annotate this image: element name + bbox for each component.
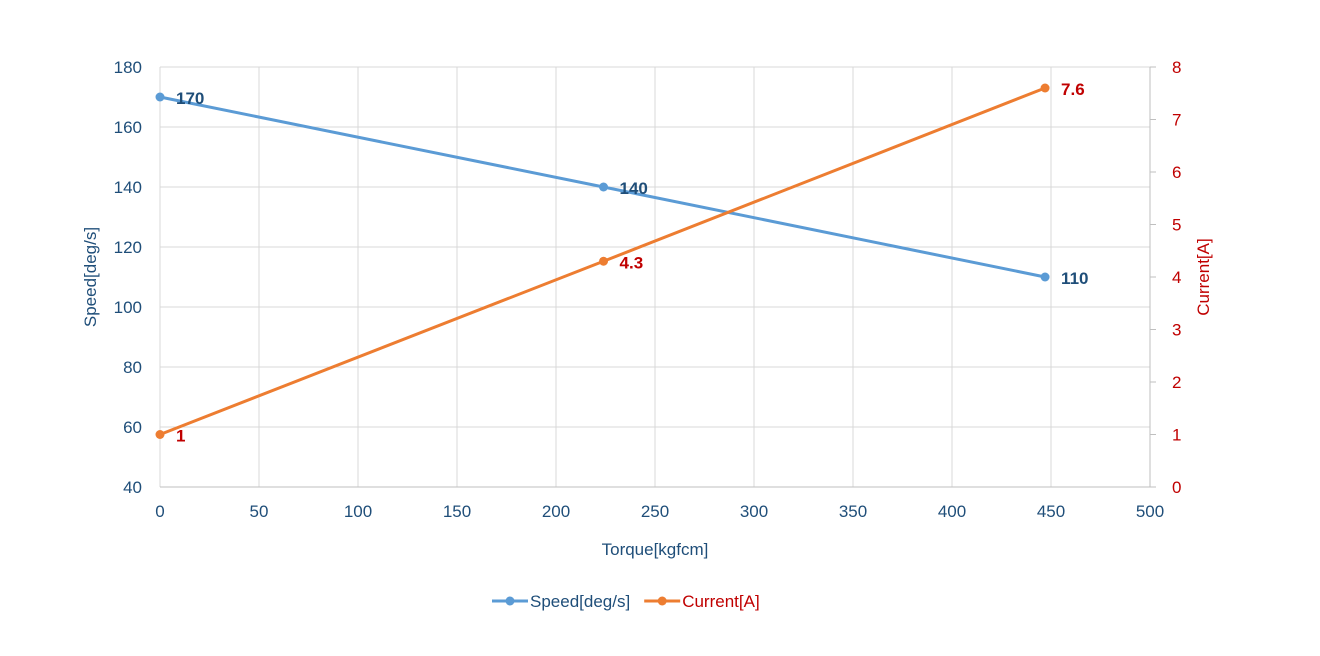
- x-tick-label: 350: [839, 502, 867, 521]
- y-tick-label: 120: [114, 238, 142, 257]
- y-tick-label: 140: [114, 178, 142, 197]
- y2-tick-label: 2: [1172, 373, 1181, 392]
- legend-swatch-marker: [657, 596, 667, 606]
- data-point: [155, 430, 165, 439]
- x-tick-label: 0: [155, 502, 164, 521]
- y2-tick-label: 3: [1172, 321, 1181, 340]
- x-tick-label: 200: [542, 502, 570, 521]
- x-tick-label: 500: [1136, 502, 1164, 521]
- y2-tick-label: 5: [1172, 216, 1181, 235]
- y2-tick-label: 1: [1172, 426, 1181, 445]
- data-point: [1040, 83, 1050, 93]
- data-label: 1: [176, 427, 185, 446]
- y2-axis-title: Current[A]: [1194, 238, 1213, 315]
- y-tick-label: 60: [123, 418, 142, 437]
- data-label: 110: [1061, 269, 1088, 288]
- x-tick-label: 300: [740, 502, 768, 521]
- y2-tick-label: 8: [1172, 58, 1181, 77]
- y2-tick-label: 6: [1172, 163, 1181, 182]
- x-tick-label: 250: [641, 502, 669, 521]
- y-tick-label: 40: [123, 478, 142, 497]
- x-tick-label: 100: [344, 502, 372, 521]
- data-label: 7.6: [1061, 80, 1085, 99]
- x-tick-label: 150: [443, 502, 471, 521]
- legend-label-speed: Speed[deg/s]: [530, 592, 630, 611]
- y-tick-label: 160: [114, 118, 142, 137]
- data-label: 140: [620, 179, 648, 198]
- y-tick-label: 80: [123, 358, 142, 377]
- legend-label-current: Current[A]: [682, 592, 759, 611]
- x-tick-label: 400: [938, 502, 966, 521]
- x-tick-label: 50: [250, 502, 269, 521]
- y2-tick-label: 4: [1172, 268, 1181, 287]
- y-tick-label: 180: [114, 58, 142, 77]
- data-point: [1040, 272, 1050, 282]
- data-label: 170: [176, 89, 204, 108]
- y-axis-title: Speed[deg/s]: [81, 227, 100, 327]
- data-point: [599, 182, 609, 192]
- y2-tick-label: 7: [1172, 111, 1181, 130]
- data-label: 4.3: [620, 253, 644, 272]
- x-tick-label: 450: [1037, 502, 1065, 521]
- y2-tick-label: 0: [1172, 478, 1181, 497]
- legend-swatch-marker: [505, 596, 515, 606]
- y-tick-label: 100: [114, 298, 142, 317]
- data-point: [155, 92, 165, 102]
- data-point: [599, 256, 609, 266]
- x-axis-title: Torque[kgfcm]: [602, 540, 709, 559]
